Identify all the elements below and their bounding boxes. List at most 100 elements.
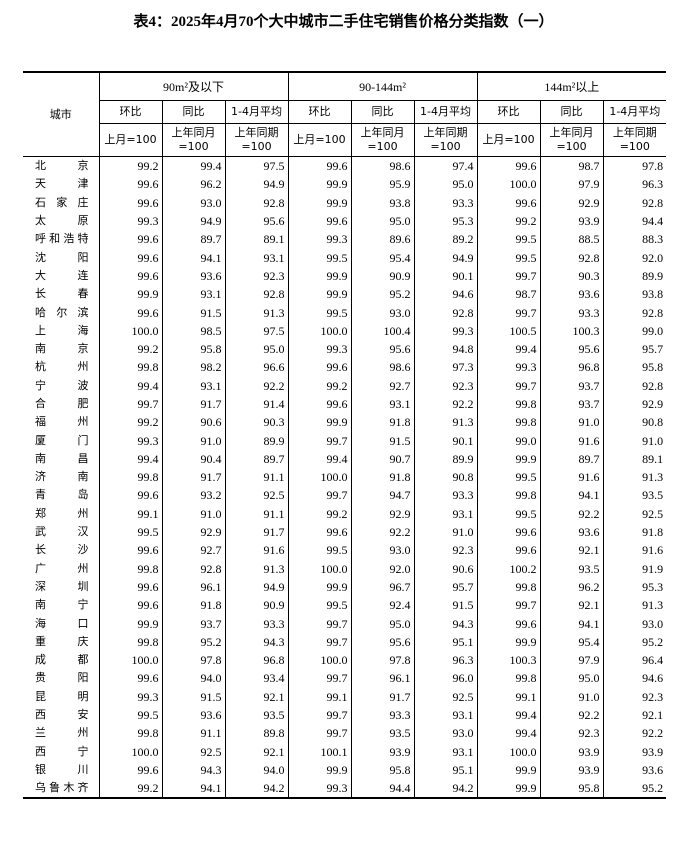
index-value: 99.5 [98, 522, 162, 542]
index-value: 98.7 [476, 285, 541, 304]
index-value: 100.0 [476, 175, 541, 194]
index-value: 99.9 [476, 632, 541, 652]
index-value: 93.0 [350, 303, 415, 322]
index-value: 93.0 [413, 724, 478, 743]
index-value: 95.7 [602, 339, 667, 359]
index-value: 99.4 [476, 339, 541, 359]
header-base-avg: 上年同期=100 [224, 123, 289, 157]
index-value: 95.0 [350, 614, 415, 633]
index-value: 89.7 [161, 230, 225, 249]
table-row: 广州 99.8 92.8 91.3 100.0 92.0 90.6 100.2 93.5 91.9 [23, 559, 667, 578]
table-row: 西安 99.5 93.6 93.5 99.7 93.3 93.1 99.4 92.2 92.1 [23, 705, 667, 725]
city-name: 乌鲁木齐 [35, 781, 89, 795]
index-value: 95.0 [413, 175, 478, 194]
index-value: 95.8 [602, 358, 667, 377]
city-name: 深圳 [35, 579, 89, 593]
city-name: 宁波 [35, 378, 89, 392]
header-base-avg: 上年同期=100 [602, 123, 667, 157]
city-cell: 南京 [23, 340, 99, 358]
index-value: 94.1 [539, 486, 604, 505]
header-sub-avg: 1-4月平均 [224, 100, 289, 124]
city-name: 海口 [35, 616, 89, 630]
index-value: 99.6 [98, 669, 162, 688]
header-base-mom: 上月=100 [287, 123, 352, 157]
index-value: 99.2 [287, 376, 352, 395]
index-value: 92.8 [602, 303, 667, 322]
index-value: 99.6 [476, 193, 541, 212]
index-value: 93.1 [350, 394, 415, 414]
index-value: 93.9 [350, 742, 415, 761]
city-name: 合肥 [35, 397, 89, 410]
index-value: 99.3 [98, 211, 162, 231]
header-sub-mom: 环比 [476, 100, 541, 124]
index-value: 91.8 [350, 413, 415, 432]
index-value: 99.3 [287, 339, 352, 359]
index-value: 96.7 [350, 577, 415, 597]
index-value: 93.6 [539, 522, 604, 542]
index-value: 89.9 [602, 266, 667, 286]
index-value: 100.0 [476, 742, 541, 761]
city-name: 武汉 [35, 525, 89, 539]
index-value: 93.9 [602, 742, 667, 761]
index-value: 88.5 [539, 230, 604, 249]
index-value: 91.0 [539, 687, 604, 706]
index-value: 95.3 [602, 577, 667, 597]
index-value: 90.8 [413, 468, 478, 487]
table-row: 南京 99.2 95.8 95.0 99.3 95.6 94.8 99.4 95.6 95.7 [23, 339, 667, 359]
index-value: 99.8 [476, 413, 541, 432]
index-value: 92.2 [539, 705, 604, 725]
city-cell: 上海 [23, 322, 99, 340]
index-value: 95.3 [413, 211, 478, 231]
index-value: 92.5 [413, 687, 478, 706]
index-value: 92.8 [161, 559, 225, 578]
index-value: 99.6 [98, 248, 162, 267]
header-group-large: 144m²以上 [476, 71, 667, 101]
index-value: 91.7 [224, 522, 289, 542]
city-name: 西宁 [35, 744, 89, 758]
index-value: 98.6 [350, 156, 415, 176]
header-sub-mom: 环比 [287, 100, 352, 124]
index-value: 92.0 [350, 559, 415, 578]
city-cell: 合肥 [23, 395, 99, 413]
index-value: 92.2 [350, 522, 415, 542]
index-value: 99.9 [98, 285, 162, 304]
city-cell: 郑州 [23, 505, 99, 523]
index-value: 91.9 [602, 559, 667, 578]
table-row: 武汉 99.5 92.9 91.7 99.6 92.2 91.0 99.6 93.6 91.8 [23, 522, 667, 542]
index-value: 99.7 [287, 431, 352, 450]
index-value: 99.8 [476, 577, 541, 597]
table-row: 乌鲁木齐 99.2 94.1 94.2 99.3 94.4 94.2 99.9 95.8 95.2 [23, 779, 667, 800]
index-value: 99.7 [98, 394, 162, 414]
table-row: 福州 99.2 90.6 90.3 99.9 91.8 91.3 99.8 91.0 90.8 [23, 413, 667, 432]
city-cell: 银川 [23, 761, 99, 779]
index-value: 92.1 [602, 705, 667, 725]
index-value: 92.8 [602, 193, 667, 212]
index-value: 99.9 [287, 266, 352, 286]
city-cell: 宁波 [23, 377, 99, 395]
index-value: 94.4 [602, 211, 667, 231]
index-value: 93.1 [413, 705, 478, 725]
index-value: 90.3 [224, 413, 289, 432]
index-value: 96.4 [602, 651, 667, 670]
index-value: 95.6 [350, 632, 415, 652]
header-sub-avg: 1-4月平均 [413, 100, 478, 124]
index-value: 94.9 [161, 211, 225, 231]
city-cell: 贵阳 [23, 669, 99, 687]
city-cell: 长春 [23, 285, 99, 303]
index-value: 93.1 [161, 285, 225, 304]
header-base-mom: 上月=100 [476, 123, 541, 157]
index-value: 99.7 [476, 303, 541, 322]
index-value: 100.0 [98, 742, 162, 761]
index-value: 95.9 [350, 175, 415, 194]
index-value: 89.1 [224, 230, 289, 249]
index-value: 95.1 [413, 632, 478, 652]
city-cell: 南宁 [23, 596, 99, 614]
index-value: 99.3 [98, 687, 162, 706]
index-value: 91.3 [224, 303, 289, 322]
index-value: 91.0 [413, 522, 478, 542]
index-value: 91.0 [602, 431, 667, 450]
index-value: 93.0 [161, 193, 225, 212]
index-value: 96.0 [413, 669, 478, 688]
index-value: 92.9 [350, 504, 415, 523]
index-value: 99.8 [98, 559, 162, 578]
